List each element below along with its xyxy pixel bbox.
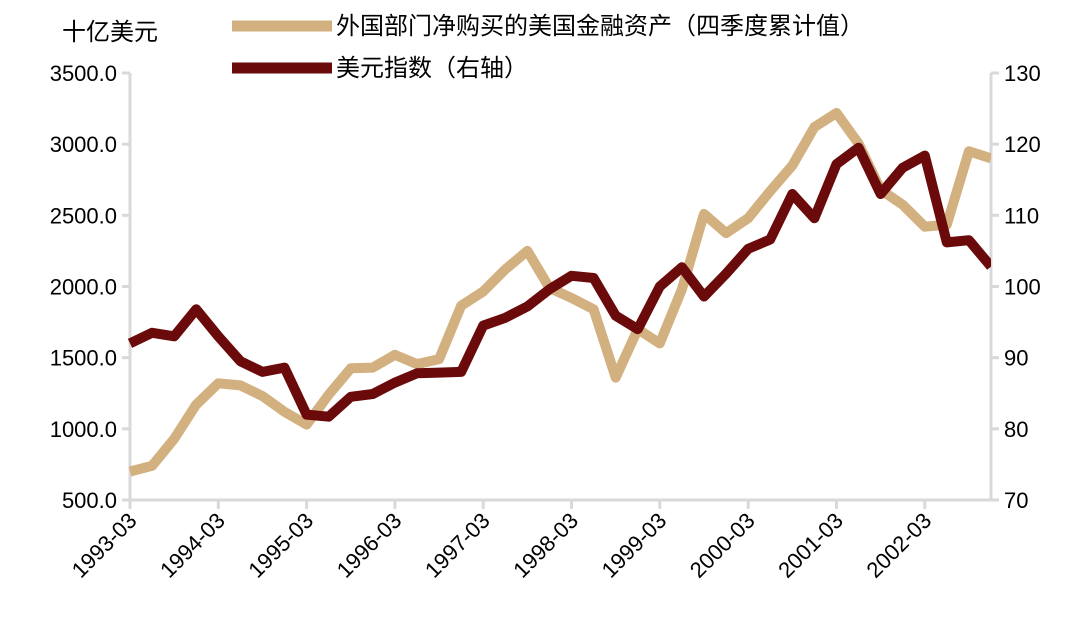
right-tick-label: 90 bbox=[1004, 346, 1028, 371]
x-tick-label: 1996-03 bbox=[332, 508, 407, 583]
x-tick-label: 1998-03 bbox=[508, 508, 583, 583]
x-tick-label: 2000-03 bbox=[685, 508, 760, 583]
left-tick-label: 1500.0 bbox=[50, 346, 117, 371]
left-tick-label: 3000.0 bbox=[50, 132, 117, 157]
right-tick-label: 100 bbox=[1004, 275, 1041, 300]
right-tick-label: 120 bbox=[1004, 132, 1041, 157]
x-tick-label: 1993-03 bbox=[67, 508, 142, 583]
left-tick-label: 1000.0 bbox=[50, 417, 117, 442]
left-tick-label: 2000.0 bbox=[50, 275, 117, 300]
labels-layer: 500.0 1000.0 1500.0 2000.0 2500.0 3000.0 3500.… bbox=[50, 61, 1041, 583]
series-line-financial-assets bbox=[128, 107, 991, 477]
left-tick-label: 2500.0 bbox=[50, 203, 117, 228]
right-tick-label: 80 bbox=[1004, 417, 1028, 442]
x-tick-label: 1995-03 bbox=[243, 508, 318, 583]
legend-label-financial-assets: 外国部门净购买的美国金融资产（四季度累计值） bbox=[336, 13, 864, 40]
left-tick-label: 500.0 bbox=[62, 488, 117, 513]
x-tick-label: 2001-03 bbox=[773, 508, 848, 583]
x-tick-label: 1999-03 bbox=[597, 508, 672, 583]
series-line-dollar-index bbox=[127, 142, 991, 422]
right-tick-label: 110 bbox=[1004, 203, 1039, 228]
x-tick-label: 1994-03 bbox=[155, 508, 230, 583]
legend: 外国部门净购买的美国金融资产（四季度累计值） 美元指数（右轴） bbox=[232, 13, 864, 82]
x-tick-label: 2002-03 bbox=[862, 508, 937, 583]
right-tick-label: 70 bbox=[1004, 488, 1028, 513]
x-tick-label: 1997-03 bbox=[420, 508, 495, 583]
right-tick-label: 130 bbox=[1004, 61, 1041, 86]
legend-label-dollar-index: 美元指数（右轴） bbox=[336, 55, 528, 82]
lines-layer bbox=[127, 107, 991, 477]
axes-layer bbox=[122, 71, 999, 509]
left-axis-unit-label: 十亿美元 bbox=[62, 19, 158, 46]
left-tick-label: 3500.0 bbox=[50, 61, 117, 86]
